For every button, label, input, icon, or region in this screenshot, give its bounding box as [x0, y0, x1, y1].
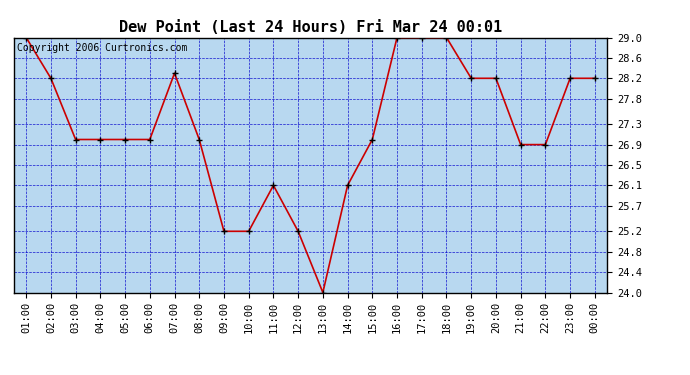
Text: Copyright 2006 Curtronics.com: Copyright 2006 Curtronics.com	[17, 43, 187, 52]
Title: Dew Point (Last 24 Hours) Fri Mar 24 00:01: Dew Point (Last 24 Hours) Fri Mar 24 00:…	[119, 20, 502, 35]
